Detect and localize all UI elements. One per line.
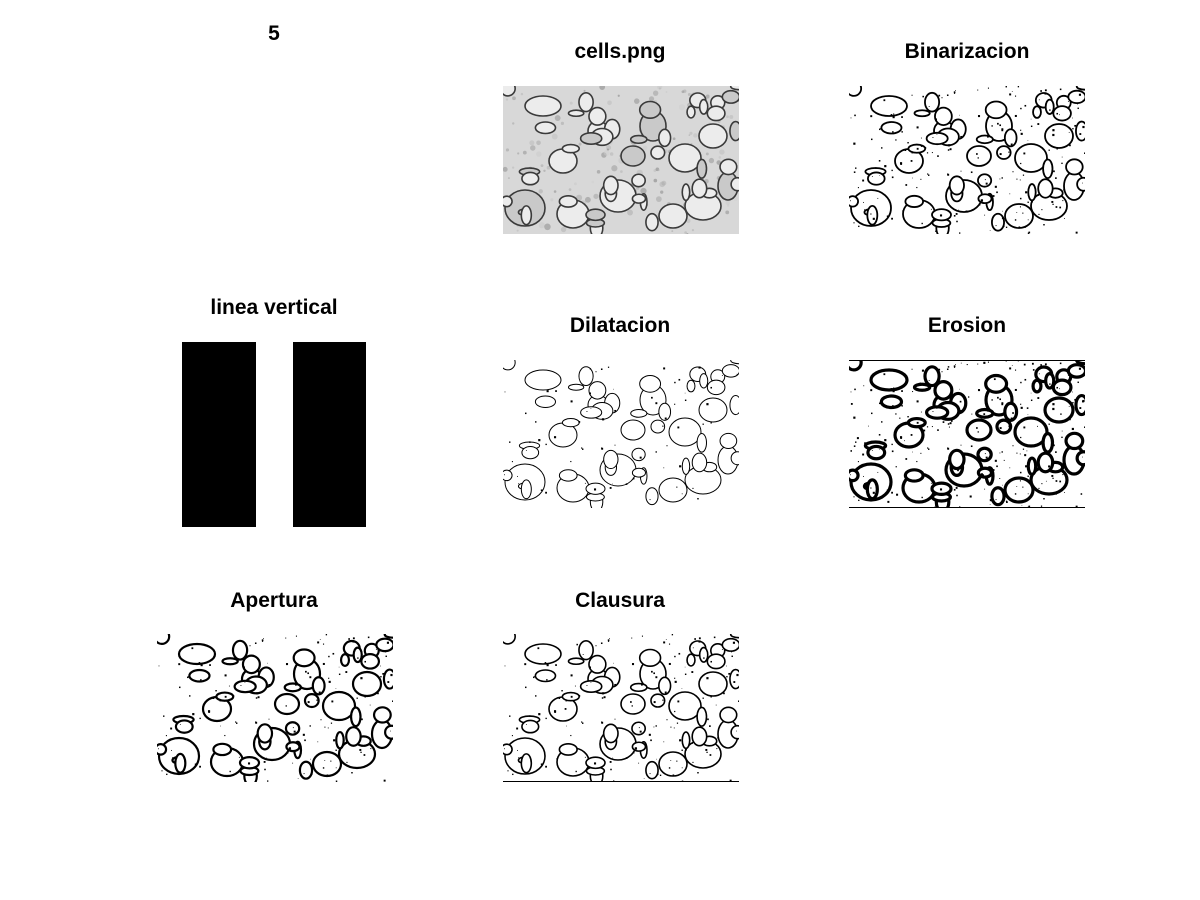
panel-8-title: Clausura <box>575 589 665 612</box>
cells-grayscale-image <box>503 86 739 234</box>
se-right-bar <box>293 342 366 527</box>
panel-2-title: cells.png <box>574 40 666 63</box>
vertical-line-structuring-element <box>182 342 366 527</box>
panel-6-title: Erosion <box>927 314 1007 337</box>
panel-1-title: 5 <box>268 22 280 45</box>
panel-4-title: linea vertical <box>210 296 338 319</box>
dilated-image <box>503 360 739 508</box>
binarized-image <box>849 86 1085 234</box>
panel-7-title: Apertura <box>230 589 318 612</box>
opened-image <box>157 634 393 782</box>
panel-5-title: Dilatacion <box>569 314 671 337</box>
closed-image <box>503 634 739 782</box>
eroded-image <box>849 360 1085 508</box>
panel-3-title: Binarizacion <box>904 40 1030 63</box>
se-left-bar <box>182 342 256 527</box>
